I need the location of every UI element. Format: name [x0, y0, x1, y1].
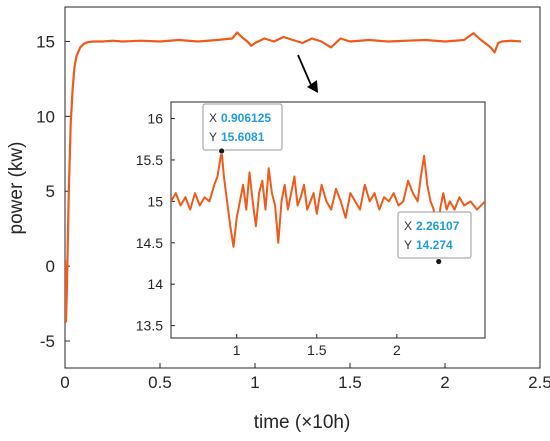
x-tick-label: 0 [60, 373, 69, 392]
datatip-y-label: Y [209, 130, 217, 144]
x-tick-label: 1 [233, 342, 241, 358]
datatip-x-label: X [404, 219, 412, 233]
y-tick-label: 10 [36, 107, 55, 126]
x-tick-label: 1.5 [338, 373, 362, 392]
y-tick-label: 15 [36, 32, 55, 51]
datatip-x-label: X [209, 111, 217, 125]
y-tick-label: 14.5 [136, 235, 163, 251]
datatip[interactable]: X 2.26107 Y 14.274 [397, 211, 472, 265]
x-tick-label: 2 [440, 373, 449, 392]
y-tick-label: 15.5 [136, 152, 163, 168]
y-tick-label: 13.5 [136, 318, 163, 334]
datatip-x-value: 2.26107 [416, 219, 460, 233]
x-tick-label: 1.5 [307, 342, 327, 358]
datatips: X 0.906125 Y 15.6081 X 2.26107 Y 14.274 [202, 103, 472, 265]
datatip[interactable]: X 0.906125 Y 15.6081 [202, 103, 283, 155]
inset-x-ticks: 1 1.5 2 [233, 334, 401, 358]
main-series-line [65, 31, 522, 323]
main-axes-box [64, 6, 541, 369]
datatip-box [202, 103, 283, 151]
datatip-y-label: Y [404, 238, 412, 252]
x-axis-label: time (×10h) [254, 412, 351, 433]
datatip-marker [435, 258, 443, 265]
y-tick-label: 16 [147, 111, 163, 127]
zoom-arrow [297, 54, 318, 93]
datatip-y-value: 15.6081 [221, 130, 265, 144]
inset-y-ticks: 13.5 14 14.5 15 15.5 16 [136, 111, 175, 334]
main-x-ticks: 0 0.5 1 1.5 2 2.5 [60, 363, 550, 392]
datatip-marker [218, 147, 226, 155]
y-tick-label: 5 [46, 182, 55, 201]
y-tick-label: 0 [46, 257, 55, 276]
y-axis-label: power (kw) [6, 142, 27, 235]
x-tick-label: 0.5 [148, 373, 172, 392]
datatip-box [397, 211, 472, 259]
x-tick-label: 1 [250, 373, 259, 392]
inset-series-line [171, 149, 485, 263]
main-y-ticks: -5 0 5 10 15 [36, 32, 70, 351]
x-tick-label: 2.5 [528, 373, 550, 392]
y-tick-label: -5 [40, 332, 55, 351]
x-tick-label: 2 [393, 342, 401, 358]
y-tick-label: 15 [147, 193, 163, 209]
datatip-y-value: 14.274 [416, 238, 453, 252]
datatip-x-value: 0.906125 [221, 111, 271, 125]
y-tick-label: 14 [147, 276, 163, 292]
